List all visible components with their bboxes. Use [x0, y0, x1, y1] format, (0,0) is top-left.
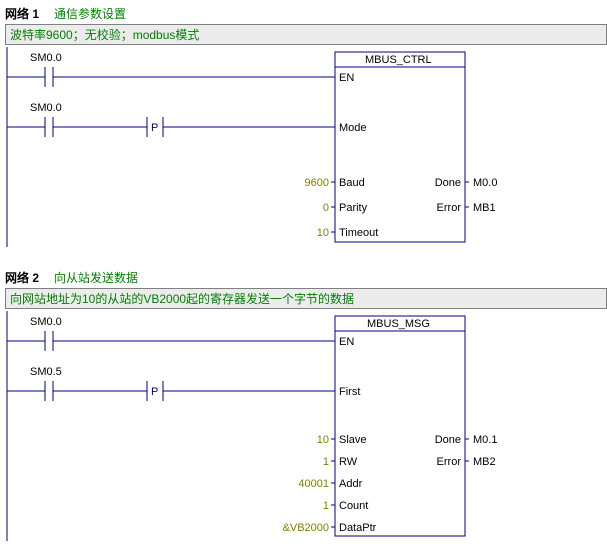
error-lbl: Error	[437, 202, 462, 214]
count-lbl: Count	[339, 500, 368, 512]
slave-val: 10	[317, 434, 329, 446]
parity-val: 0	[323, 202, 329, 214]
rw-val: 1	[323, 456, 329, 468]
network1-title: 通信参数设置	[54, 5, 126, 22]
network2-title: 向从站发送数据	[54, 269, 138, 286]
network1-comment: 波特率9600；无校验；modbus模式	[5, 24, 607, 45]
error-lbl-2: Error	[437, 456, 462, 468]
dataptr-lbl: DataPtr	[339, 522, 377, 534]
done-lbl-2: Done	[435, 434, 461, 446]
done-out: M0.0	[473, 177, 497, 189]
timeout-lbl: Timeout	[339, 227, 378, 239]
edge-p-2: P	[151, 386, 158, 398]
contact-sm00-b: SM0.0	[30, 102, 62, 114]
baud-val: 9600	[305, 177, 329, 189]
network2-label: 网络 2	[5, 269, 39, 286]
slave-lbl: Slave	[339, 434, 367, 446]
done-out-2: M0.1	[473, 434, 497, 446]
network2-header: 网络 2 向从站发送数据	[5, 269, 602, 286]
block2-name: MBUS_MSG	[367, 318, 430, 330]
network1-label: 网络 1	[5, 5, 39, 22]
parity-lbl: Parity	[339, 202, 368, 214]
en-lbl-2: EN	[339, 336, 354, 348]
network2-comment: 向网站地址为10的从站的VB2000起的寄存器发送一个字节的数据	[5, 288, 607, 309]
contact-sm00-2a: SM0.0	[30, 316, 62, 328]
error-out-2: MB2	[473, 456, 496, 468]
addr-val: 40001	[298, 478, 329, 490]
contact-sm00-a: SM0.0	[30, 52, 62, 64]
edge-p: P	[151, 122, 158, 134]
en-lbl: EN	[339, 72, 354, 84]
network2-ladder: SM0.0 P SM0.5 MBUS_MSG EN First 10 Slave…	[5, 311, 605, 541]
dataptr-val: &VB2000	[283, 522, 329, 534]
done-lbl: Done	[435, 177, 461, 189]
baud-lbl: Baud	[339, 177, 365, 189]
timeout-val: 10	[317, 227, 329, 239]
error-out: MB1	[473, 202, 496, 214]
rw-lbl: RW	[339, 456, 358, 468]
mode-lbl: Mode	[339, 122, 367, 134]
network1-ladder: SM0.0 P SM0.0 MBUS_CTRL EN Mode 9600 Bau…	[5, 47, 605, 247]
count-val: 1	[323, 500, 329, 512]
block-name: MBUS_CTRL	[365, 54, 432, 66]
network1-header: 网络 1 通信参数设置	[5, 5, 602, 22]
addr-lbl: Addr	[339, 478, 363, 490]
contact-sm05: SM0.5	[30, 366, 62, 378]
first-lbl: First	[339, 386, 360, 398]
